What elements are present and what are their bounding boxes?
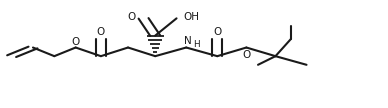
Text: O: O	[242, 50, 251, 60]
Text: OH: OH	[183, 12, 199, 22]
Text: O: O	[213, 27, 222, 37]
Text: H: H	[192, 40, 199, 49]
Text: O: O	[71, 37, 80, 47]
Text: N: N	[184, 36, 192, 46]
Text: O: O	[127, 12, 135, 22]
Text: O: O	[97, 27, 105, 37]
